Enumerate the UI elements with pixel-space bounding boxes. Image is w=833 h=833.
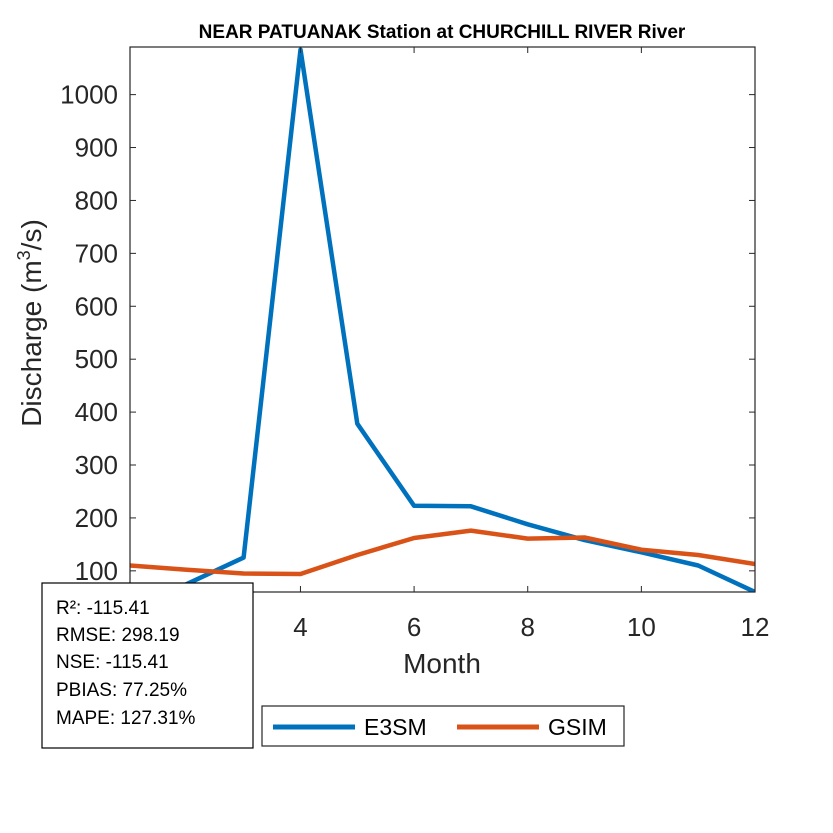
x-axis-label: Month — [403, 648, 481, 679]
plot-area — [130, 47, 755, 592]
y-tick-label: 600 — [75, 291, 118, 321]
series-line-e3sm — [162, 47, 755, 592]
legend: E3SM GSIM — [261, 705, 625, 747]
x-tick-label: 4 — [293, 612, 307, 642]
legend-label-e3sm: E3SM — [364, 714, 427, 740]
stat-r2: R²: -115.41 — [56, 598, 150, 619]
y-tick-label: 1000 — [60, 80, 118, 110]
y-tick-label: 500 — [75, 344, 118, 374]
series-line-gsim — [130, 528, 755, 577]
y-tick-label: 300 — [75, 450, 118, 480]
x-tick-label: 10 — [627, 612, 656, 642]
y-axis: 100 200 300 400 500 600 700 800 900 1000 — [60, 80, 755, 586]
x-axis: 4 6 8 10 12 — [293, 47, 769, 642]
chart-title: NEAR PATUANAK Station at CHURCHILL RIVER… — [199, 22, 686, 43]
stat-mape: MAPE: 127.31% — [56, 708, 196, 729]
y-tick-label: 700 — [75, 238, 118, 268]
stat-pbias: PBIAS: 77.25% — [56, 680, 187, 701]
y-axis-label: Discharge (m3/s) — [14, 219, 47, 427]
series-lines — [130, 47, 755, 592]
y-tick-label: 100 — [75, 556, 118, 586]
legend-label-gsim: GSIM — [548, 714, 607, 740]
y-tick-label: 200 — [75, 503, 118, 533]
x-tick-label: 8 — [520, 612, 534, 642]
x-tick-label: 6 — [407, 612, 421, 642]
x-tick-label: 12 — [741, 612, 770, 642]
stats-box: R²: -115.41 RMSE: 298.19 NSE: -115.41 PB… — [41, 582, 254, 749]
y-tick-label: 400 — [75, 397, 118, 427]
y-tick-label: 800 — [75, 185, 118, 215]
stat-rmse: RMSE: 298.19 — [56, 625, 180, 646]
plot-frame — [129, 46, 756, 593]
y-tick-label: 900 — [75, 133, 118, 163]
stat-nse: NSE: -115.41 — [56, 652, 169, 673]
